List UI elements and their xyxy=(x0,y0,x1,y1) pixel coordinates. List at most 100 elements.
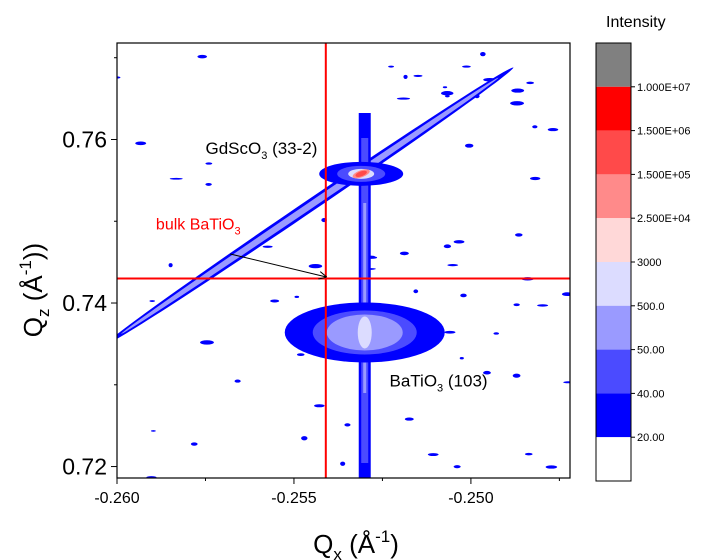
plot-area xyxy=(117,43,570,478)
colorbar-swatch xyxy=(596,130,631,175)
noise-speck xyxy=(403,74,408,79)
noise-speck xyxy=(197,54,208,59)
noise-speck xyxy=(526,81,534,85)
noise-speck xyxy=(460,293,467,298)
x-tick-label: -0.250 xyxy=(448,490,493,507)
colorbar-label: 3000 xyxy=(637,257,661,269)
noise-speck xyxy=(563,381,570,384)
colorbar-swatch xyxy=(596,349,631,394)
analyzer-streak-inner xyxy=(121,77,499,334)
noise-speck xyxy=(340,461,346,466)
noise-speck xyxy=(511,88,525,93)
noise-speck xyxy=(493,332,500,335)
film-peak-label: BaTiO3 (103) xyxy=(390,371,488,394)
noise-speck xyxy=(447,263,459,267)
noise-speck xyxy=(413,74,423,77)
noise-speck xyxy=(234,379,241,383)
noise-speck xyxy=(270,299,280,303)
substrate-peak-label: GdScO3 (33-2) xyxy=(205,139,317,162)
noise-speck xyxy=(444,330,456,334)
colorbar-swatch xyxy=(596,305,631,350)
noise-speck xyxy=(445,94,450,98)
colorbar-swatch xyxy=(596,218,631,262)
noise-speck xyxy=(190,442,198,446)
colorbar-swatch xyxy=(596,174,631,219)
x-axis-title: Qx (Å-1) xyxy=(313,527,399,560)
noise-speck xyxy=(453,240,465,244)
colorbar-label: 50.00 xyxy=(637,345,665,357)
noise-speck xyxy=(200,340,214,345)
noise-speck xyxy=(513,303,520,307)
noise-speck xyxy=(150,430,156,432)
noise-speck xyxy=(510,101,525,106)
y-axis-title: Qz (Å-1)) xyxy=(16,243,53,337)
noise-speck xyxy=(135,141,147,146)
noise-speck xyxy=(399,251,409,256)
y-tick-label: 0.72 xyxy=(62,454,107,480)
noise-speck xyxy=(404,417,414,421)
noise-speck xyxy=(442,86,448,89)
noise-speck xyxy=(483,370,491,375)
noise-speck xyxy=(515,233,523,237)
noise-speck xyxy=(308,263,323,269)
noise-speck xyxy=(440,91,454,96)
y-tick-label: 0.74 xyxy=(62,290,107,316)
colorbar-swatch xyxy=(596,437,631,481)
noise-speck xyxy=(462,65,471,68)
colorbar-swatch xyxy=(596,393,631,438)
noise-speck xyxy=(413,289,419,294)
noise-speck xyxy=(532,125,538,129)
colorbar-label: 1.000E+07 xyxy=(637,82,691,94)
colorbar-label: 500.0 xyxy=(637,301,665,313)
substrate-peak-contour-5 xyxy=(355,170,367,177)
noise-speck xyxy=(529,176,541,181)
noise-speck xyxy=(537,304,549,307)
colorbar-label: 1.500E+06 xyxy=(637,126,691,138)
noise-speck xyxy=(545,465,558,469)
noise-speck xyxy=(396,97,411,100)
noise-speck xyxy=(205,162,213,165)
x-axis: -0.260 -0.255 -0.250 xyxy=(94,478,560,507)
noise-speck xyxy=(168,263,173,268)
colorbar: 1.000E+07 1.500E+06 1.500E+05 2.500E+04 3000… xyxy=(595,42,691,482)
colorbar-title: Intensity xyxy=(606,14,666,31)
noise-speck xyxy=(169,177,183,180)
noise-speck xyxy=(465,143,474,148)
noise-speck xyxy=(561,292,570,297)
colorbar-label: 40.00 xyxy=(637,388,665,400)
noise-speck xyxy=(314,404,325,408)
noise-speck xyxy=(149,300,155,302)
x-tick-label: -0.255 xyxy=(271,490,316,507)
noise-speck xyxy=(453,465,461,469)
colorbar-label: 2.500E+04 xyxy=(637,213,691,225)
noise-speck xyxy=(301,436,308,441)
bulk-arrow xyxy=(230,253,326,277)
noise-speck xyxy=(262,245,273,248)
y-axis: 0.72 0.74 0.76 xyxy=(62,57,117,480)
ctr-streak-inner xyxy=(363,203,367,393)
noise-speck xyxy=(117,76,121,79)
noise-speck xyxy=(459,357,464,360)
bulk-reference-label: bulk BaTiO3 xyxy=(156,216,241,237)
noise-speck xyxy=(480,52,486,57)
noise-speck xyxy=(296,353,305,357)
colorbar-swatch xyxy=(596,43,631,87)
noise-speck xyxy=(388,65,395,68)
noise-speck xyxy=(205,182,212,186)
noise-speck xyxy=(512,373,521,378)
noise-speck xyxy=(443,244,452,249)
noise-speck xyxy=(427,453,439,457)
plot-frame xyxy=(116,42,571,479)
colorbar-label: 1.500E+05 xyxy=(637,169,691,181)
x-tick-label: -0.260 xyxy=(94,490,139,507)
noise-speck xyxy=(294,295,300,298)
noise-speck xyxy=(524,452,533,456)
noise-speck xyxy=(344,423,351,427)
y-tick-label: 0.76 xyxy=(62,126,107,152)
colorbar-label: 20.00 xyxy=(637,432,665,444)
film-peak-contour-4 xyxy=(357,316,372,349)
colorbar-swatch xyxy=(596,262,631,306)
noise-speck xyxy=(547,127,559,132)
colorbar-swatch xyxy=(596,86,631,131)
